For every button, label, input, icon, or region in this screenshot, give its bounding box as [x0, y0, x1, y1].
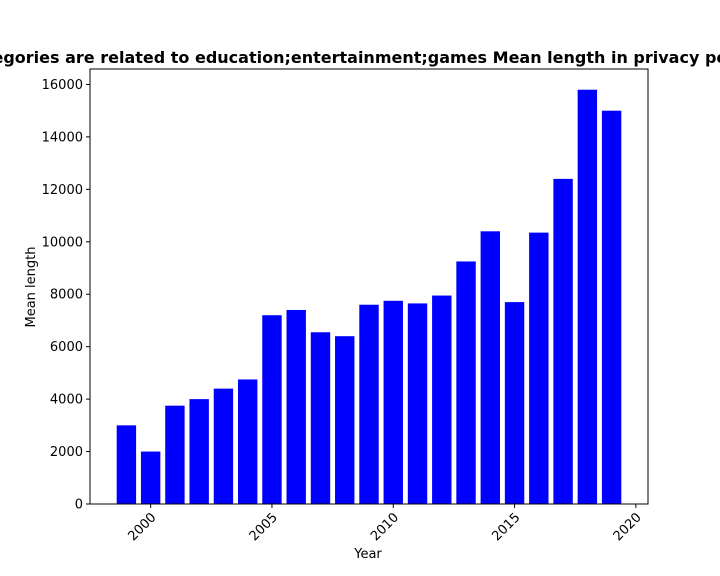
y-tick-label: 14000 — [42, 130, 83, 145]
bar-2009 — [359, 304, 379, 504]
bar-2016 — [529, 232, 549, 504]
y-tick-label: 4000 — [50, 393, 83, 408]
bar-2015 — [504, 302, 525, 504]
chart-title: Categories are related to education;ente… — [0, 48, 720, 67]
bar-2013 — [456, 261, 476, 504]
plot-frame — [89, 68, 649, 505]
x-axis: 2000 2005 2010 2015 2020 — [125, 504, 645, 544]
bars-group — [116, 89, 622, 504]
bar-2000 — [140, 451, 161, 504]
y-axis: 0 2000 4000 6000 8000 10000 12000 14000 16000 — [42, 78, 90, 513]
y-tick-label: 2000 — [50, 445, 83, 460]
bar-2004 — [237, 379, 258, 504]
bar-2002 — [189, 399, 209, 504]
bar-2012 — [432, 295, 452, 504]
y-tick-label: 10000 — [42, 235, 83, 250]
y-tick-label: 12000 — [42, 183, 83, 198]
bar-2006 — [286, 309, 306, 504]
bar-2018 — [577, 89, 598, 504]
bar-2010 — [383, 300, 403, 504]
y-axis-label: Mean length — [24, 247, 39, 328]
x-axis-label: Year — [353, 547, 382, 562]
bar-2008 — [335, 336, 355, 504]
x-tick-label: 2005 — [247, 510, 281, 544]
bar-2001 — [165, 405, 185, 504]
bar-2003 — [213, 388, 234, 504]
y-tick-label: 16000 — [42, 78, 83, 93]
bar-2019 — [601, 110, 622, 504]
y-tick-label: 0 — [75, 498, 83, 513]
y-tick-label: 8000 — [50, 288, 83, 303]
x-tick-label: 2015 — [489, 510, 523, 544]
bar-2005 — [262, 315, 282, 504]
x-tick-label: 2010 — [368, 510, 402, 544]
x-tick-label: 2020 — [611, 510, 645, 544]
bar-2017 — [553, 178, 573, 504]
x-tick-label: 2000 — [125, 510, 159, 544]
bar-2014 — [480, 231, 501, 504]
y-tick-label: 6000 — [50, 340, 83, 355]
bar-2011 — [407, 303, 428, 504]
bar-2007 — [310, 332, 331, 504]
bar-1999 — [116, 425, 137, 504]
